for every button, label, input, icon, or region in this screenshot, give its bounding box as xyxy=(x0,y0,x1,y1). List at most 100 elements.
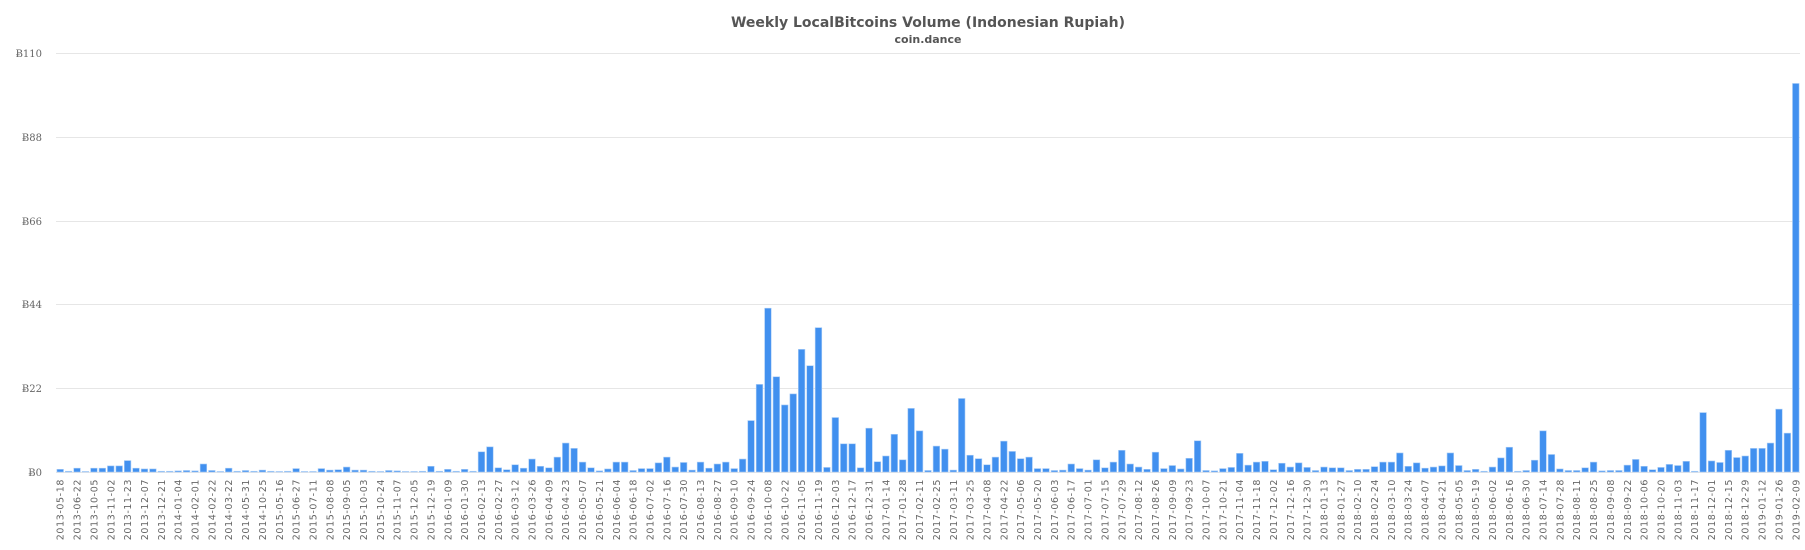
bar[interactable] xyxy=(1067,463,1075,473)
bar[interactable] xyxy=(486,446,494,473)
bar[interactable] xyxy=(1328,467,1337,473)
bar[interactable] xyxy=(1615,470,1623,473)
bar[interactable] xyxy=(107,465,115,473)
bar[interactable] xyxy=(831,417,839,473)
bar[interactable] xyxy=(974,458,983,473)
bar[interactable] xyxy=(856,467,865,473)
bar[interactable] xyxy=(688,469,696,473)
bar[interactable] xyxy=(1792,83,1800,473)
bar[interactable] xyxy=(1109,461,1117,473)
bar[interactable] xyxy=(578,461,587,473)
bar[interactable] xyxy=(435,470,443,473)
bar[interactable] xyxy=(789,393,797,473)
bar[interactable] xyxy=(1413,462,1421,473)
bar[interactable] xyxy=(1252,461,1261,473)
bar[interactable] xyxy=(1379,461,1387,473)
bar[interactable] xyxy=(730,468,738,473)
bar[interactable] xyxy=(823,467,831,473)
bar[interactable] xyxy=(1724,449,1732,473)
bar[interactable] xyxy=(1573,470,1581,473)
bar[interactable] xyxy=(798,349,806,473)
bar[interactable] xyxy=(1076,468,1084,473)
bar[interactable] xyxy=(1337,467,1345,473)
bar[interactable] xyxy=(932,445,941,473)
bar[interactable] xyxy=(1236,453,1244,473)
bar[interactable] xyxy=(1295,462,1303,473)
bar[interactable] xyxy=(764,307,772,473)
bar[interactable] xyxy=(1480,470,1488,473)
bar[interactable] xyxy=(663,456,671,473)
bar[interactable] xyxy=(1084,469,1092,473)
bar[interactable] xyxy=(1497,457,1505,473)
bar[interactable] xyxy=(915,430,924,473)
bar[interactable] xyxy=(1598,470,1606,473)
bar[interactable] xyxy=(385,470,393,473)
bar[interactable] xyxy=(553,456,561,473)
bar[interactable] xyxy=(705,467,713,473)
bar[interactable] xyxy=(1750,448,1758,473)
bar[interactable] xyxy=(56,469,64,473)
bar[interactable] xyxy=(225,467,233,473)
bar[interactable] xyxy=(848,443,856,473)
bar[interactable] xyxy=(65,470,73,473)
bar[interactable] xyxy=(570,448,578,473)
bar[interactable] xyxy=(958,398,966,473)
bar[interactable] xyxy=(637,468,646,473)
bar[interactable] xyxy=(1758,448,1766,473)
bar[interactable] xyxy=(199,463,208,473)
bar[interactable] xyxy=(545,467,553,473)
bar[interactable] xyxy=(907,408,915,473)
bar[interactable] xyxy=(309,471,317,473)
bar[interactable] xyxy=(983,464,991,473)
bar[interactable] xyxy=(1404,465,1412,473)
bar[interactable] xyxy=(629,470,637,473)
bar[interactable] xyxy=(1059,469,1067,473)
bar[interactable] xyxy=(452,470,460,473)
bar[interactable] xyxy=(326,469,334,473)
bar[interactable] xyxy=(1143,469,1151,473)
bar[interactable] xyxy=(1531,459,1539,473)
bar[interactable] xyxy=(696,461,705,473)
bar[interactable] xyxy=(1783,432,1791,473)
bar[interactable] xyxy=(300,471,309,473)
bar[interactable] xyxy=(949,469,957,473)
bar[interactable] xyxy=(1589,461,1598,473)
bar[interactable] xyxy=(1648,469,1657,473)
bar[interactable] xyxy=(1488,466,1497,473)
bar[interactable] xyxy=(275,471,283,473)
bar[interactable] xyxy=(233,470,241,473)
bar[interactable] xyxy=(402,471,410,473)
bar[interactable] xyxy=(503,469,511,473)
bar[interactable] xyxy=(1008,451,1016,473)
bar[interactable] xyxy=(1286,466,1294,473)
bar[interactable] xyxy=(149,468,157,473)
bar[interactable] xyxy=(494,467,502,473)
bar[interactable] xyxy=(1640,465,1648,473)
bar[interactable] xyxy=(511,464,519,473)
bar[interactable] xyxy=(873,461,882,473)
bar[interactable] xyxy=(1202,470,1210,473)
bar[interactable] xyxy=(1118,449,1126,473)
bar[interactable] xyxy=(267,470,275,473)
bar[interactable] xyxy=(772,376,780,473)
bar[interactable] xyxy=(536,465,545,473)
bar[interactable] xyxy=(1699,412,1707,473)
bar[interactable] xyxy=(334,469,342,473)
bar[interactable] xyxy=(1311,470,1320,473)
bar[interactable] xyxy=(899,459,907,473)
bar[interactable] xyxy=(1522,470,1530,473)
bar[interactable] xyxy=(1135,466,1143,473)
bar[interactable] xyxy=(140,468,149,473)
bar[interactable] xyxy=(966,454,974,473)
bar[interactable] xyxy=(941,448,949,473)
bar[interactable] xyxy=(1126,463,1134,473)
bar[interactable] xyxy=(427,465,435,473)
bar[interactable] xyxy=(1227,467,1235,473)
bar[interactable] xyxy=(115,465,123,473)
bar[interactable] xyxy=(444,469,452,473)
bar[interactable] xyxy=(621,461,629,473)
bar[interactable] xyxy=(680,462,688,473)
bar[interactable] xyxy=(1438,465,1446,473)
bar[interactable] xyxy=(814,327,823,473)
bar[interactable] xyxy=(343,466,351,473)
